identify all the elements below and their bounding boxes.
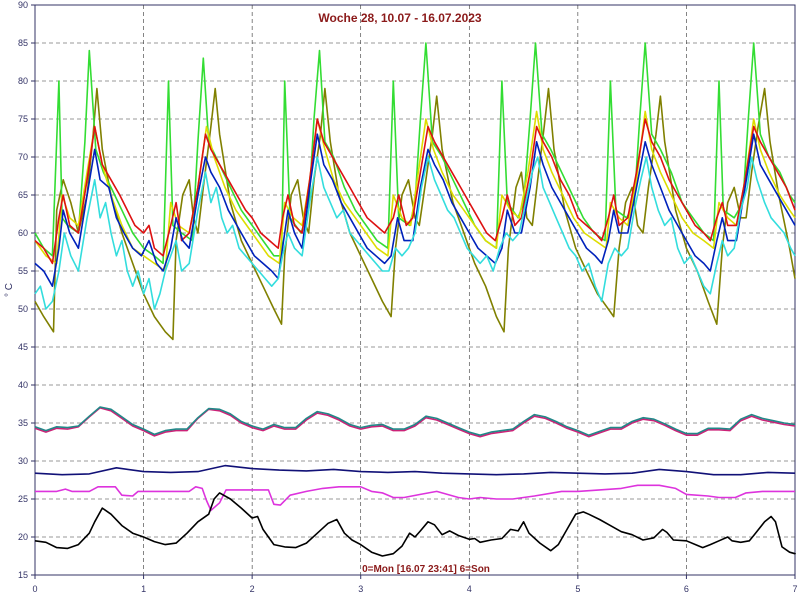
x-tick-label: 5 xyxy=(575,584,580,594)
y-tick-label: 70 xyxy=(18,152,28,162)
x-tick-label: 0 xyxy=(32,584,37,594)
y-tick-label: 60 xyxy=(18,228,28,238)
series-line-4 xyxy=(34,133,796,288)
y-tick-label: 25 xyxy=(18,494,28,504)
y-tick-label: 55 xyxy=(18,266,28,276)
y-axis-label: ° C xyxy=(4,283,15,297)
footer-label: 0=Mon [16.07 23:41] 6=Son xyxy=(362,564,490,575)
y-tick-label: 75 xyxy=(18,114,28,124)
series-line-9 xyxy=(35,484,795,512)
series-line-10 xyxy=(34,492,796,557)
x-axis-ticks: 0 1 2 3 4 5 6 7 xyxy=(32,575,798,594)
y-tick-label: 30 xyxy=(18,456,28,466)
y-tick-label: 45 xyxy=(18,342,28,352)
x-tick-label: 1 xyxy=(141,584,146,594)
y-tick-label: 20 xyxy=(18,532,28,542)
y-tick-label: 65 xyxy=(18,190,28,200)
series-line-6 xyxy=(34,406,796,438)
y-tick-label: 15 xyxy=(18,570,28,580)
series-line-8 xyxy=(34,464,796,476)
grid xyxy=(35,5,795,575)
series-line-7 xyxy=(34,406,796,437)
y-axis-ticks: 15 20 25 30 35 40 45 50 55 60 65 70 75 80 85 90 xyxy=(18,0,35,580)
x-tick-label: 3 xyxy=(358,584,363,594)
series-line-5 xyxy=(34,156,796,310)
x-tick-label: 6 xyxy=(684,584,689,594)
x-tick-label: 4 xyxy=(467,584,472,594)
y-tick-label: 90 xyxy=(18,0,28,10)
x-tick-label: 7 xyxy=(792,584,797,594)
series-group xyxy=(34,42,796,557)
y-tick-label: 35 xyxy=(18,418,28,428)
y-tick-label: 40 xyxy=(18,380,28,390)
plot-frame xyxy=(34,4,796,576)
y-tick-label: 80 xyxy=(18,76,28,86)
chart-title: Woche 28, 10.07 - 16.07.2023 xyxy=(318,11,482,25)
series-line-3 xyxy=(34,118,796,265)
x-tick-label: 2 xyxy=(250,584,255,594)
y-tick-label: 85 xyxy=(18,38,28,48)
y-tick-label: 50 xyxy=(18,304,28,314)
